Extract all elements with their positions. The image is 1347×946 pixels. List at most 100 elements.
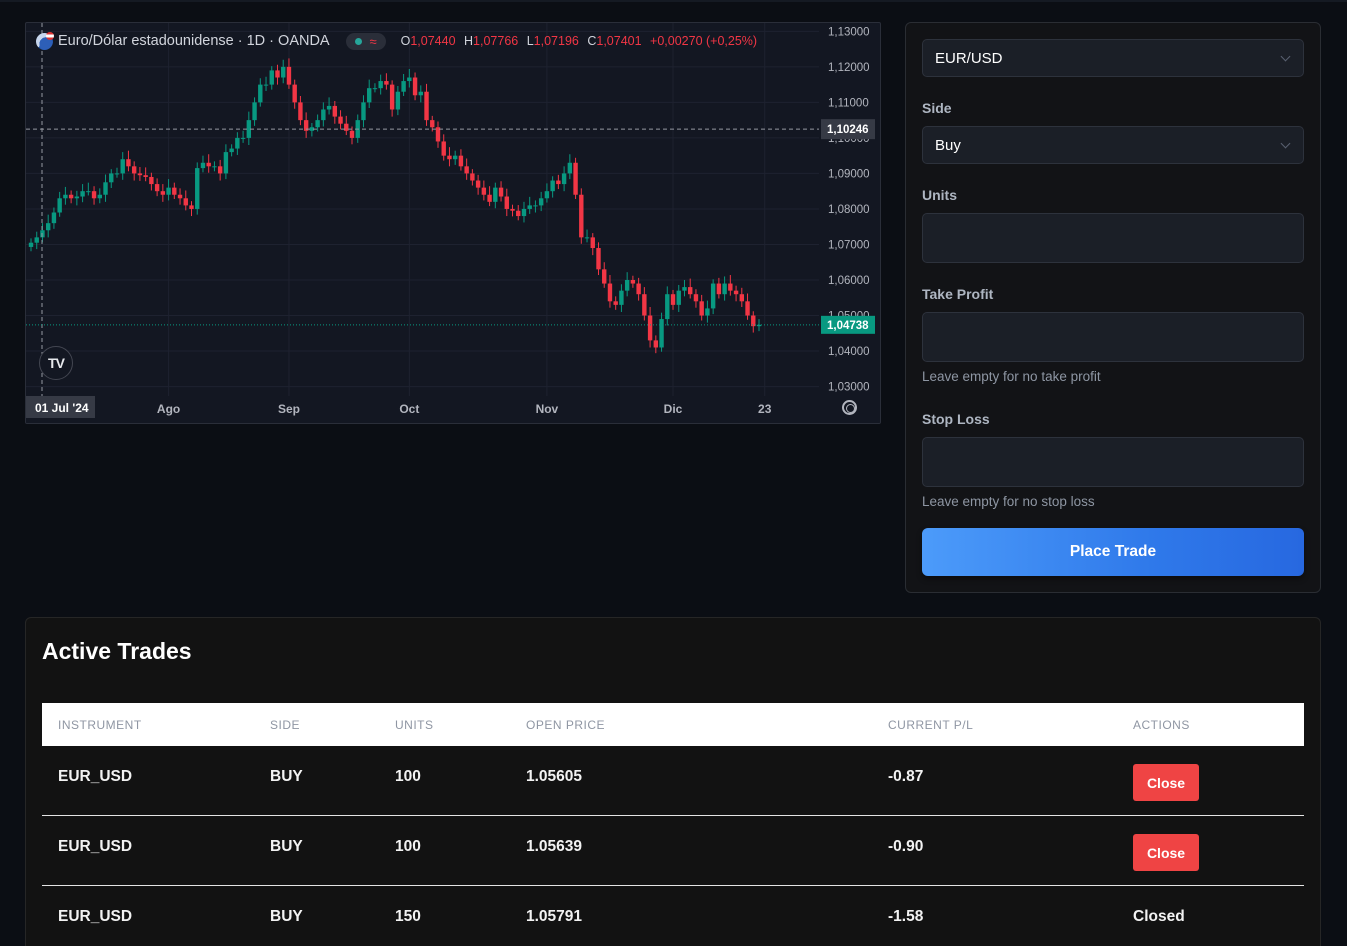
candle-body	[172, 187, 177, 195]
candle-body	[447, 155, 452, 160]
candle-body	[183, 198, 188, 206]
price-chart[interactable]: 1,130001,120001,110001,100001,090001,080…	[25, 22, 881, 424]
candle-body	[166, 187, 171, 195]
high-value: 1,07766	[473, 34, 519, 48]
candle-body	[751, 315, 756, 327]
active-trades-title: Active Trades	[42, 638, 192, 664]
candle-body	[716, 283, 722, 295]
candle-body	[544, 191, 550, 199]
candle-body	[693, 294, 699, 302]
candle-body	[28, 242, 34, 247]
trade-units: 150	[395, 908, 421, 925]
column-header-open-price: OPEN PRICE	[526, 718, 606, 732]
tradingview-logo-icon[interactable]: TV	[39, 346, 73, 380]
candle-body	[80, 191, 85, 197]
candle-body	[579, 194, 584, 238]
settings-gear-icon[interactable]	[842, 400, 857, 415]
candle-body	[676, 290, 681, 305]
close-value: 1,07401	[596, 34, 642, 48]
candle-body	[326, 105, 332, 110]
candle-body	[407, 77, 412, 82]
candle-body	[401, 81, 406, 92]
candle-body	[91, 191, 97, 199]
candle-body	[573, 162, 578, 195]
table-header: INSTRUMENT SIDE UNITS OPEN PRICE CURRENT…	[42, 703, 1304, 746]
y-tick-label: 1,09000	[828, 168, 870, 180]
candle-body	[464, 166, 469, 174]
trade-instrument: EUR_USD	[58, 838, 133, 855]
y-tick-label: 1,03000	[828, 382, 870, 394]
candle-body	[556, 180, 561, 185]
close-trade-button[interactable]: Close	[1133, 834, 1199, 871]
candlestick-chart[interactable]: 1,130001,120001,110001,100001,090001,080…	[26, 23, 881, 424]
close-label: C	[587, 34, 597, 48]
candle-body	[590, 237, 595, 249]
candle-body	[516, 210, 521, 217]
candle-body	[624, 279, 630, 291]
candle-body	[441, 141, 446, 156]
candle-body	[149, 176, 154, 185]
x-tick-label: Oct	[399, 402, 419, 416]
candle-body	[263, 84, 269, 86]
candle-body	[86, 191, 91, 193]
trade-instrument: EUR_USD	[58, 908, 133, 925]
chevron-down-icon	[1280, 51, 1291, 62]
candle-body	[699, 301, 704, 316]
x-tick-label: Sep	[278, 402, 300, 416]
candle-body	[189, 205, 194, 209]
candle-body	[395, 91, 401, 110]
high-label: H	[464, 34, 474, 48]
low-label: L	[526, 34, 534, 48]
candle-body	[332, 105, 338, 117]
candle-body	[510, 208, 515, 211]
trade-pl: -1.58	[888, 908, 924, 925]
side-select-value: Buy	[935, 137, 961, 154]
candle-body	[756, 324, 762, 327]
candle-body	[435, 127, 441, 142]
candle-body	[154, 184, 160, 192]
top-divider	[0, 0, 1347, 2]
column-header-side: SIDE	[270, 718, 301, 732]
side-label: Side	[922, 100, 952, 116]
candle-body	[458, 155, 464, 167]
candle-body	[596, 248, 601, 270]
candle-body	[504, 196, 509, 209]
candle-body	[206, 162, 211, 167]
candle-body	[349, 130, 355, 138]
take-profit-hint: Leave empty for no take profit	[922, 369, 1101, 384]
y-tick-label: 1,08000	[828, 204, 870, 216]
candle-body	[229, 148, 234, 153]
candle-body	[418, 91, 423, 96]
crosshair-date-label: 01 Jul '24	[35, 401, 89, 415]
market-open-dot-icon	[354, 37, 362, 45]
candle-body	[137, 173, 143, 176]
candle-body	[722, 283, 727, 295]
candle-body	[607, 283, 613, 302]
candle-body	[647, 315, 653, 341]
candle-body	[613, 301, 618, 305]
table-row: EUR_USD BUY 100 1.05605 -0.87 Close	[42, 746, 1304, 816]
place-trade-button[interactable]: Place Trade	[922, 528, 1304, 576]
candle-body	[630, 279, 636, 284]
units-input[interactable]	[922, 213, 1304, 263]
candle-body	[619, 290, 624, 305]
candle-body	[384, 81, 389, 85]
candle-body	[338, 116, 343, 124]
candle-body	[258, 84, 263, 103]
candle-body	[177, 194, 183, 199]
x-tick-label: 23	[758, 402, 772, 416]
stop-loss-input[interactable]	[922, 437, 1304, 487]
market-status-pill[interactable]: ≈	[345, 32, 386, 50]
close-trade-button[interactable]: Close	[1133, 764, 1199, 801]
candle-body	[389, 84, 395, 110]
x-tick-label: Nov	[536, 402, 559, 416]
candle-body	[521, 208, 527, 217]
candle-body	[315, 120, 320, 128]
side-select[interactable]: Buy	[922, 126, 1304, 164]
instrument-select[interactable]: EUR/USD	[922, 39, 1304, 77]
trade-open-price: 1.05639	[526, 838, 583, 855]
candle-body	[602, 269, 607, 284]
candle-body	[550, 180, 555, 192]
take-profit-input[interactable]	[922, 312, 1304, 362]
candle-body	[378, 81, 383, 89]
